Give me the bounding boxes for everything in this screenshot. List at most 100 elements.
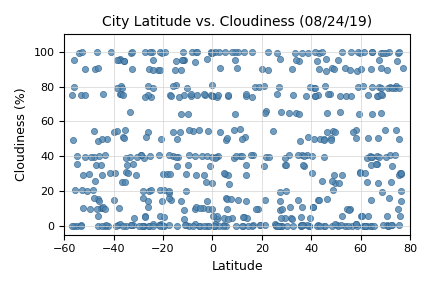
Point: [207, 50, 214, 55]
Point: [286, 153, 292, 158]
Point: [297, 224, 304, 228]
Point: [298, 215, 305, 219]
Point: [82, 93, 89, 98]
Point: [377, 66, 384, 70]
Point: [315, 66, 322, 71]
Point: [71, 188, 78, 192]
Point: [180, 207, 187, 212]
Point: [140, 189, 146, 193]
Point: [123, 170, 130, 175]
Point: [146, 224, 153, 228]
Point: [323, 111, 330, 116]
Point: [315, 198, 322, 202]
Point: [222, 137, 229, 142]
Point: [334, 223, 341, 228]
Point: [277, 56, 284, 61]
Point: [156, 222, 162, 227]
Point: [277, 110, 284, 115]
Point: [188, 50, 195, 54]
Point: [157, 50, 164, 54]
Point: [79, 173, 86, 177]
Point: [186, 153, 193, 158]
Point: [157, 223, 164, 228]
Point: [374, 162, 381, 166]
Point: [206, 164, 213, 168]
Point: [383, 154, 390, 159]
Point: [323, 56, 330, 61]
Point: [341, 224, 348, 228]
Point: [120, 92, 127, 97]
Point: [173, 164, 180, 169]
Point: [204, 207, 211, 211]
Point: [368, 85, 375, 90]
Point: [212, 50, 219, 54]
Point: [156, 68, 163, 73]
Y-axis label: Cloudiness (%): Cloudiness (%): [15, 88, 28, 181]
Point: [395, 136, 402, 141]
Point: [221, 172, 228, 176]
Point: [339, 50, 346, 54]
Point: [292, 58, 299, 62]
Point: [353, 224, 360, 228]
Point: [114, 58, 121, 62]
Point: [261, 111, 268, 115]
Point: [383, 51, 390, 56]
Point: [238, 137, 245, 142]
Point: [108, 50, 114, 54]
Point: [175, 154, 181, 159]
Point: [368, 50, 375, 54]
Point: [197, 223, 203, 228]
Point: [305, 50, 312, 55]
Point: [98, 137, 105, 142]
Point: [144, 84, 151, 88]
Point: [98, 172, 105, 177]
Point: [86, 171, 92, 176]
Point: [263, 155, 270, 160]
Point: [222, 196, 229, 201]
Point: [307, 84, 314, 89]
Point: [92, 179, 99, 183]
Point: [345, 208, 352, 213]
Point: [241, 215, 248, 219]
Point: [208, 93, 215, 98]
Point: [146, 154, 153, 158]
Point: [396, 213, 403, 218]
Point: [374, 181, 381, 186]
Point: [102, 153, 108, 158]
Point: [394, 58, 401, 63]
Point: [215, 224, 222, 228]
Point: [210, 223, 217, 228]
Point: [132, 173, 139, 177]
Point: [341, 65, 348, 70]
Point: [235, 50, 241, 54]
Point: [278, 224, 285, 228]
Point: [312, 86, 319, 90]
Point: [170, 84, 177, 89]
Point: [316, 137, 323, 141]
Point: [97, 206, 104, 211]
Point: [117, 57, 124, 62]
Point: [124, 162, 130, 167]
Point: [210, 214, 216, 219]
Point: [147, 50, 154, 54]
Point: [387, 84, 394, 89]
Point: [137, 152, 144, 157]
Point: [324, 197, 331, 201]
Point: [158, 137, 165, 142]
Point: [288, 67, 295, 71]
Point: [248, 224, 255, 228]
Point: [255, 84, 262, 89]
Point: [337, 94, 344, 98]
Point: [182, 223, 189, 227]
Point: [197, 206, 204, 211]
Point: [161, 215, 168, 219]
Point: [111, 198, 118, 202]
Point: [321, 138, 328, 142]
Point: [293, 111, 300, 115]
Point: [209, 93, 216, 98]
Point: [96, 199, 103, 204]
Point: [149, 222, 156, 227]
Point: [180, 58, 187, 63]
Point: [292, 51, 299, 55]
Point: [385, 223, 392, 228]
